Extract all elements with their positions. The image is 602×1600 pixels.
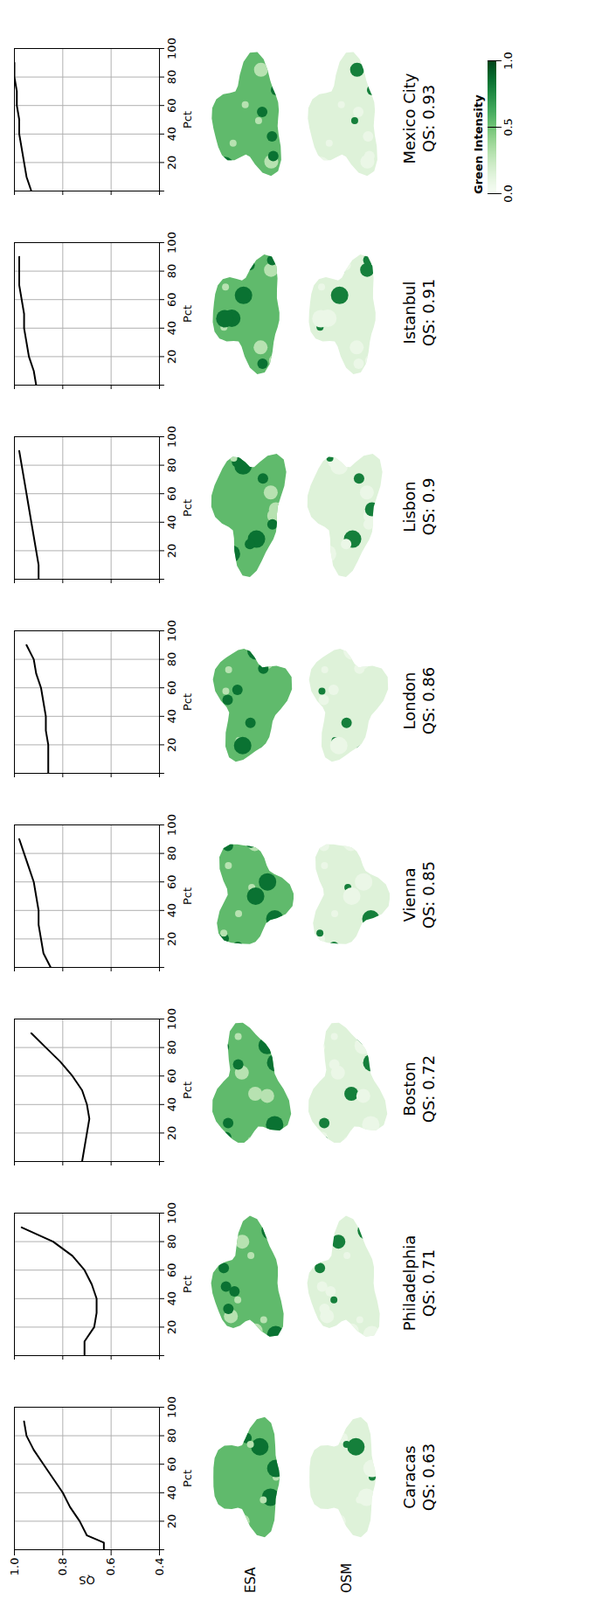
html-text:Vienna: Vienna	[400, 867, 419, 922]
svg-text:Pct: Pct	[180, 1468, 194, 1487]
svg-text:40: 40	[165, 320, 179, 336]
svg-text:0.6: 0.6	[103, 1556, 118, 1576]
svg-text:20: 20	[165, 543, 179, 559]
html-text:Istanbul: Istanbul	[400, 280, 419, 344]
svg-text:Pct: Pct	[180, 692, 194, 711]
svg-text:60: 60	[165, 873, 179, 889]
svg-text:20: 20	[165, 931, 179, 947]
svg-text:100: 100	[165, 1201, 179, 1224]
svg-text:80: 80	[165, 69, 179, 85]
html-text:Caracas: Caracas	[400, 1444, 419, 1508]
svg-text:40: 40	[165, 1096, 179, 1112]
svg-text:Pct: Pct	[180, 1080, 194, 1099]
html-text:Mexico City: Mexico City	[400, 73, 419, 164]
html-text:QS: 0.71: QS: 0.71	[419, 1248, 438, 1317]
html-text:Boston: Boston	[400, 1061, 419, 1116]
svg-text:60: 60	[165, 97, 179, 113]
svg-text:100: 100	[165, 425, 179, 448]
svg-text:0.0: 0.0	[501, 184, 515, 203]
svg-text:20: 20	[165, 349, 179, 365]
svg-text:1.0: 1.0	[7, 1556, 21, 1576]
svg-text:60: 60	[165, 1455, 179, 1471]
svg-text:20: 20	[165, 737, 179, 753]
html-text:ESA: ESA	[242, 1566, 259, 1592]
svg-text:Pct: Pct	[180, 498, 194, 517]
html-text:QS: 0.93: QS: 0.93	[419, 84, 438, 153]
svg-text:Pct: Pct	[180, 886, 194, 905]
svg-text:20: 20	[165, 1125, 179, 1141]
html-text:Philadelphia: Philadelphia	[400, 1234, 419, 1331]
svg-text:Pct: Pct	[180, 110, 194, 129]
svg-text:100: 100	[165, 1007, 179, 1030]
html-text:QS: 0.86: QS: 0.86	[419, 666, 438, 735]
svg-text:60: 60	[165, 1261, 179, 1277]
svg-text:40: 40	[165, 514, 179, 530]
svg-text:20: 20	[165, 155, 179, 171]
svg-text:80: 80	[165, 263, 179, 279]
svg-text:40: 40	[165, 902, 179, 918]
svg-text:60: 60	[165, 1067, 179, 1083]
html-text:QS: 0.9: QS: 0.9	[419, 477, 438, 536]
svg-text:100: 100	[165, 1395, 179, 1418]
html-text:London: London	[400, 671, 419, 730]
html-text:QS: 0.85: QS: 0.85	[419, 860, 438, 929]
svg-text:100: 100	[165, 619, 179, 642]
svg-text:40: 40	[165, 126, 179, 142]
svg-text:QS: QS	[78, 1572, 95, 1586]
svg-text:100: 100	[165, 231, 179, 254]
svg-text:0.8: 0.8	[55, 1556, 70, 1576]
svg-text:60: 60	[165, 679, 179, 695]
svg-text:Pct: Pct	[180, 1274, 194, 1293]
svg-text:Pct: Pct	[180, 304, 194, 323]
svg-text:80: 80	[165, 457, 179, 473]
html-text:Lisbon: Lisbon	[400, 480, 419, 532]
svg-text:Green Intensity: Green Intensity	[471, 94, 485, 194]
svg-text:40: 40	[165, 1484, 179, 1500]
html-text:OSM: OSM	[339, 1561, 355, 1592]
svg-text:0.5: 0.5	[501, 117, 515, 137]
svg-text:100: 100	[165, 37, 179, 60]
svg-text:100: 100	[165, 813, 179, 836]
svg-text:40: 40	[165, 1290, 179, 1306]
html-text:QS: 0.72: QS: 0.72	[419, 1054, 438, 1123]
svg-text:20: 20	[165, 1319, 179, 1335]
svg-text:80: 80	[165, 1427, 179, 1443]
svg-text:0.4: 0.4	[152, 1556, 167, 1576]
svg-text:80: 80	[165, 1233, 179, 1249]
svg-text:40: 40	[165, 708, 179, 724]
svg-text:1.0: 1.0	[501, 51, 515, 70]
svg-text:80: 80	[165, 1039, 179, 1055]
svg-text:80: 80	[165, 845, 179, 861]
svg-text:60: 60	[165, 485, 179, 501]
svg-text:80: 80	[165, 651, 179, 667]
html-text:QS: 0.91: QS: 0.91	[419, 278, 438, 347]
svg-text:20: 20	[165, 1513, 179, 1529]
svg-text:60: 60	[165, 291, 179, 307]
html-text:QS: 0.63: QS: 0.63	[419, 1442, 438, 1510]
